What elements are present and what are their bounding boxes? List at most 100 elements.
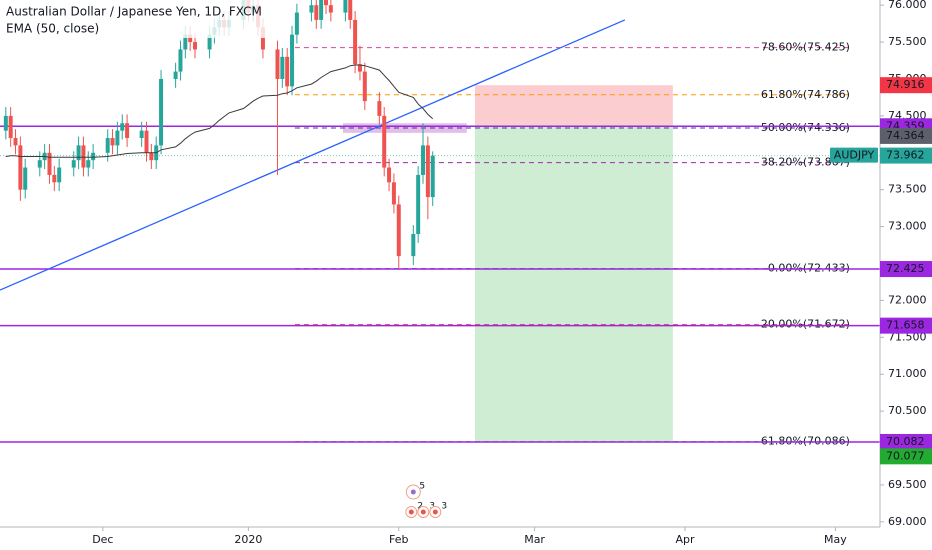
candle-body: [416, 174, 421, 234]
event-dot: [432, 509, 438, 515]
candle-body: [91, 152, 96, 161]
event-count: 2: [417, 502, 423, 512]
candle-body: [314, 5, 319, 20]
candle-body: [411, 233, 416, 257]
candle-body: [396, 204, 401, 257]
candle-body: [387, 167, 392, 183]
axes: 76.00075.50075.00074.50073.50073.00072.0…: [92, 0, 932, 546]
candle-body: [425, 145, 430, 198]
event-dot: [408, 509, 414, 515]
stop-zone: [474, 85, 673, 126]
candle-body: [362, 71, 367, 102]
x-tick-label: Mar: [524, 533, 545, 546]
candle-body: [139, 130, 144, 139]
fib-label: 20.00%(71.672): [761, 318, 850, 331]
y-tick-label: 73.000: [888, 220, 927, 233]
x-tick-label: May: [824, 533, 847, 546]
y-tick-label: 73.500: [888, 183, 927, 196]
candle-body: [8, 115, 13, 139]
price-label-bg: [880, 261, 932, 278]
candle-body: [290, 34, 295, 87]
candle-body: [178, 49, 183, 72]
event-count: 3: [441, 502, 447, 512]
price-label: 70.077: [886, 449, 925, 462]
candle-body: [280, 56, 285, 79]
price-label-bg: [880, 317, 932, 334]
candle-body: [159, 78, 164, 146]
candle-body: [343, 0, 348, 13]
fib-label: 78.60%(75.425): [761, 41, 850, 54]
price-label-bg: [880, 448, 932, 465]
candle-body: [207, 34, 212, 50]
chart-title: Australian Dollar / Japanese Yen, 1D, FX…: [6, 5, 262, 19]
price-label: 72.425: [886, 262, 925, 275]
symbol-label: AUDJPY: [834, 149, 875, 162]
fib-label: 61.80%(70.086): [761, 435, 850, 448]
candle-body: [328, 5, 333, 13]
candle-body: [18, 145, 23, 190]
candle-body: [37, 160, 42, 168]
y-tick-label: 75.500: [888, 35, 927, 48]
candle-body: [81, 145, 86, 168]
candle-body: [115, 130, 120, 146]
plot-area: 78.60%(75.425) 61.80%(74.786) 50.00%(74.33…: [0, 0, 880, 448]
candle-body: [47, 152, 52, 175]
candle-body: [421, 145, 426, 175]
candle-body: [319, 0, 324, 20]
candle-body: [120, 123, 125, 131]
ema-line: [5, 64, 434, 158]
event-dot: [410, 489, 416, 495]
fib-label: 50.00%(74.336): [761, 121, 850, 134]
candle-body: [23, 167, 28, 190]
candle-body: [105, 138, 110, 153]
candle-body: [3, 115, 8, 131]
candle-body: [353, 19, 358, 65]
candle-body: [323, 0, 328, 6]
candle-body: [260, 27, 265, 50]
candle-body: [86, 160, 91, 168]
candle-body: [13, 138, 18, 146]
price-label: 71.658: [886, 319, 925, 332]
y-tick-label: 70.500: [888, 404, 927, 417]
fib-label: 61.80%(74.786): [761, 88, 850, 101]
candle-body: [183, 34, 188, 50]
x-tick-label: Dec: [92, 533, 113, 546]
candle-body: [430, 155, 435, 198]
candle-body: [193, 42, 198, 50]
event-dot: [420, 509, 426, 515]
candle-body: [173, 71, 178, 79]
price-label: 70.082: [886, 435, 925, 448]
trendline: [0, 19, 626, 291]
legend-bg: [0, 0, 265, 38]
candle-body: [57, 167, 62, 183]
candle-body: [275, 49, 280, 79]
price-label: 73.962: [886, 149, 925, 162]
candle-body: [71, 160, 76, 168]
price-label-bg: [880, 77, 932, 94]
y-tick-label: 76.000: [888, 0, 927, 11]
fib-label: 38.20%(73.867): [761, 156, 850, 169]
price-label-bg: [880, 433, 932, 450]
event-count: 5: [419, 482, 425, 492]
candle-body: [110, 138, 115, 146]
candle-body: [188, 34, 193, 43]
fib-label: 0.00%(72.433): [768, 261, 850, 274]
price-label: 74.916: [886, 78, 925, 91]
candle-body: [52, 174, 57, 183]
y-tick-label: 69.500: [888, 478, 927, 491]
candle-body: [149, 152, 154, 161]
candle-body: [76, 145, 81, 161]
candle-body: [144, 130, 149, 153]
candle-body: [309, 5, 314, 13]
y-tick-label: 71.000: [888, 367, 927, 380]
symbol-tag: [830, 147, 878, 163]
candle-body: [377, 101, 382, 116]
candle-body: [285, 56, 290, 87]
indicator-label: EMA (50, close): [6, 22, 99, 36]
x-tick-label: Feb: [389, 533, 408, 546]
y-tick-label: 72.000: [888, 293, 927, 306]
candle-body: [294, 12, 299, 35]
y-tick-label: 69.000: [888, 515, 927, 528]
x-tick-label: Apr: [675, 533, 695, 546]
